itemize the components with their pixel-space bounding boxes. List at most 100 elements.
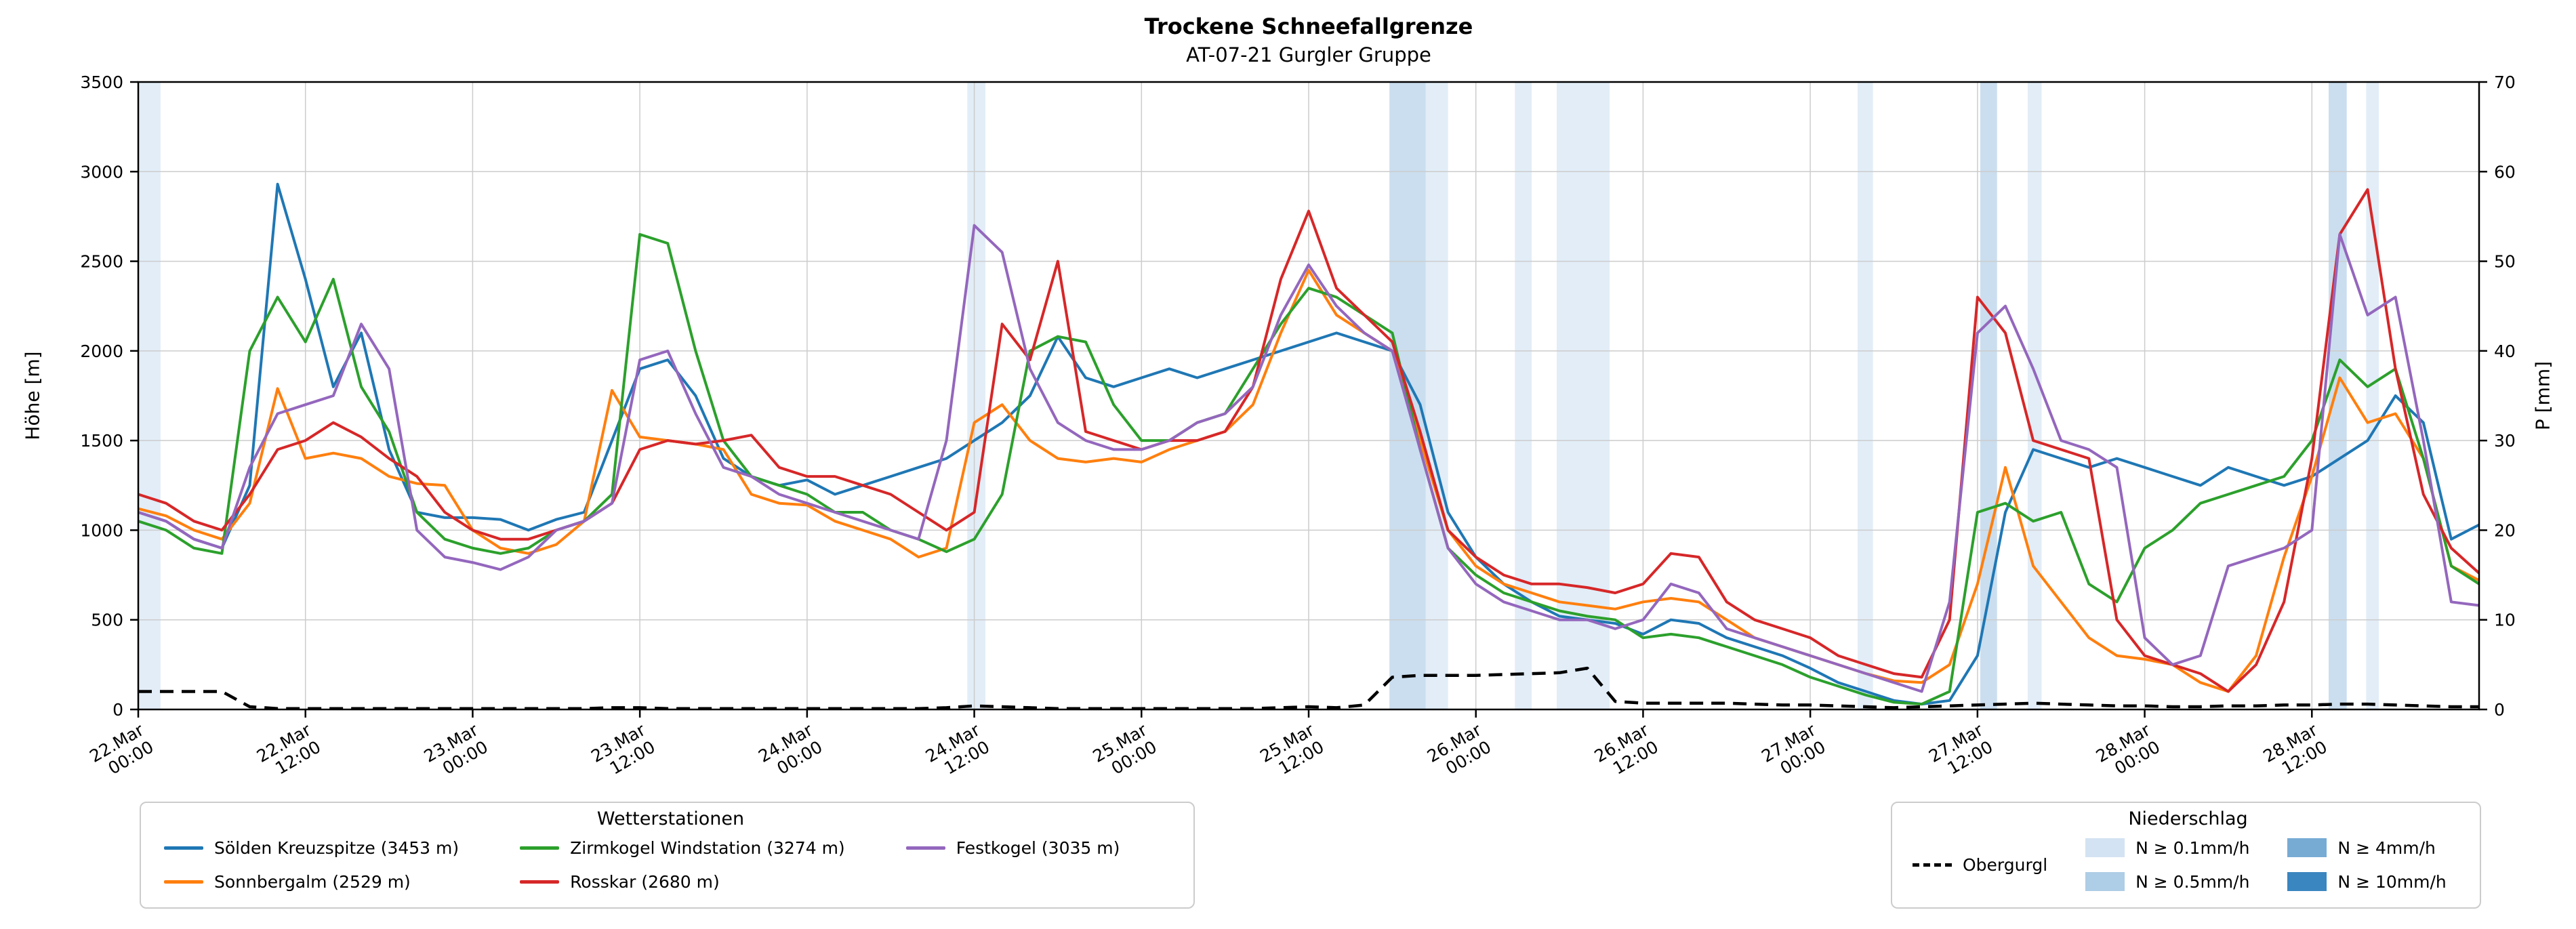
x-tick-label: 26.Mar12:00 [1591,720,1662,779]
chart-title: Trockene Schneefallgrenze [1144,14,1473,39]
x-tick-label: 24.Mar12:00 [922,720,994,783]
x-tick-label: 24.Mar00:00 [755,720,826,783]
legend-entry-label: Sonnbergalm (2529 m) [214,871,411,892]
x-tick-label-text: 22.Mar00:00 [86,720,157,783]
y-left-tick-label: 2500 [80,252,123,272]
x-tick-label-text: 24.Mar00:00 [755,720,826,783]
legend-entry-label: N ≥ 0.1mm/h [2135,838,2250,858]
legend-entry-sonnbergalm: Sonnbergalm (2529 m) [164,865,459,899]
legend-stations-column: Festkogel (3035 m) [905,831,1120,899]
precip-band-0.5 [1980,82,1997,709]
y-left-tick-label: 1000 [80,520,123,540]
legend-stations-column: Zirmkogel Windstation (3274 m) Rosskar (2… [520,831,845,899]
precip-band-0.1 [2027,82,2042,709]
legend-entry-soelden-kreuzspitze: Sölden Kreuzspitze (3453 m) [164,831,459,865]
patch-swatch-icon [2085,872,2125,891]
legend-entry-n-0-1: N ≥ 0.1mm/h [2085,831,2249,865]
y-right-tick-label: 60 [2494,162,2516,182]
patch-swatch-icon [2287,838,2327,857]
series-line-zirmkogel-windstation [138,232,2480,706]
series-line-soelden-kreuzspitze [138,182,2480,706]
x-tick-label-text: 28.Mar00:00 [2093,720,2164,783]
x-tick-label: 28.Mar00:00 [2093,720,2164,783]
gridlines [138,81,2479,710]
y-right-tick-label: 0 [2494,700,2505,720]
series-line-rosskar [138,188,2480,693]
patch-swatch-icon [2085,838,2125,857]
series-line-obergurgl [138,666,2479,710]
x-tick-label: 23.Mar12:00 [588,720,659,783]
precip-band-0.1 [1858,82,1873,709]
legend-entry-label: N ≥ 10mm/h [2337,871,2447,892]
precip-band-0.1 [967,82,985,709]
x-tick-label-text: 28.Mar12:00 [2260,720,2331,783]
y-left-tick-label: 500 [91,611,123,630]
precip-band-0.1 [138,82,161,709]
y-left-tick-label: 3500 [80,73,123,92]
legend-entry-label: Sölden Kreuzspitze (3453 m) [214,838,459,858]
series-lines [138,182,2480,710]
x-tick-label: 27.Mar00:00 [1758,720,1828,779]
x-tick-label-text: 23.Mar12:00 [588,720,659,783]
y-left-tick-label: 3000 [80,162,123,182]
line-swatch-icon [164,846,203,850]
line-swatch-icon [520,846,560,850]
legend-entry-label: Obergurgl [1963,854,2048,875]
y-right-tick-label: 50 [2494,252,2516,272]
line-swatch-icon [520,880,560,884]
legend-precip: Niederschlag Obergurgl N ≥ 0.1mm/h N ≥ 0.5… [1891,802,2481,909]
x-tick-label: 26.Mar00:00 [1424,720,1495,783]
legend-precip-column: Obergurgl [1913,831,2047,899]
legend-entry-n-10: N ≥ 10mm/h [2287,865,2447,899]
chart-subtitle: AT-07-21 Gurgler Gruppe [1186,43,1431,66]
y-left-tick-label: 2000 [80,342,123,361]
y-right-tick-label: 40 [2494,342,2516,361]
y-left-tick-label: 1500 [80,431,123,451]
y-right-tick-label: 30 [2494,431,2516,451]
legend-stations-title: Wetterstationen [596,808,745,829]
y-right-tick-label: 10 [2494,611,2516,630]
y-right-tick-label: 20 [2494,520,2516,540]
x-tick-label: 27.Mar12:00 [1925,720,1996,779]
legend-entry-label: N ≥ 4mm/h [2337,838,2436,858]
x-tick-label-text: 26.Mar00:00 [1424,720,1495,783]
legend-entry-rosskar: Rosskar (2680 m) [520,865,845,899]
dashed-line-swatch-icon [1913,863,1952,867]
x-tick-label-text: 22.Mar12:00 [253,720,325,783]
x-tick-label: 25.Mar12:00 [1256,720,1328,783]
precip-band-0.1 [2366,82,2379,709]
x-tick-label-text: 25.Mar12:00 [1256,720,1328,783]
legend-precip-column: N ≥ 0.1mm/h N ≥ 0.5mm/h [2085,831,2249,899]
legend-entry-festkogel: Festkogel (3035 m) [905,831,1120,865]
legend-entry-label: Zirmkogel Windstation (3274 m) [570,838,845,858]
legend-precip-column: N ≥ 4mm/h N ≥ 10mm/h [2287,831,2447,899]
series-line-sonnbergalm [138,268,2480,693]
legend-entry-zirmkogel-windstation: Zirmkogel Windstation (3274 m) [520,831,845,865]
precip-band-0.5 [2329,82,2347,709]
legend-entry-label: Rosskar (2680 m) [570,871,720,892]
legend-entry-label: Festkogel (3035 m) [956,838,1120,858]
x-tick-label: 28.Mar12:00 [2260,720,2331,783]
x-tick-label: 23.Mar00:00 [421,720,492,783]
line-swatch-icon [905,846,945,850]
legend-stations: Wetterstationen Sölden Kreuzspitze (3453… [140,802,1195,909]
legend-entry-n-0-5: N ≥ 0.5mm/h [2085,865,2249,899]
legend-entry-n-4: N ≥ 4mm/h [2287,831,2446,865]
x-tick-label-text: 24.Mar12:00 [922,720,994,783]
legend-entry-label: N ≥ 0.5mm/h [2135,871,2250,892]
legend-stations-entries: Sölden Kreuzspitze (3453 m) Sonnbergalm (… [164,831,1177,899]
x-tick-label-text: 25.Mar00:00 [1090,720,1161,783]
patch-swatch-icon [2287,872,2327,891]
y-right-tick-label: 70 [2494,73,2516,92]
legend-entry-obergurgl: Obergurgl [1913,848,2047,882]
axis-ticks-and-labels: 0 500 1000 1500 2000 2500 3000 3500 0 10 20 30 40 50 6… [80,73,2516,783]
x-tick-label: 22.Mar00:00 [86,720,157,783]
line-swatch-icon [164,880,203,884]
precip-band-0.1 [1515,82,1532,709]
legend-precip-entries: Obergurgl N ≥ 0.1mm/h N ≥ 0.5mm/h N ≥ 4mm/h… [1913,831,2463,899]
x-tick-label-text: 23.Mar00:00 [421,720,492,783]
series-line-festkogel [138,224,2480,693]
y-left-tick-label: 0 [113,700,123,720]
x-tick-label: 25.Mar00:00 [1090,720,1161,783]
